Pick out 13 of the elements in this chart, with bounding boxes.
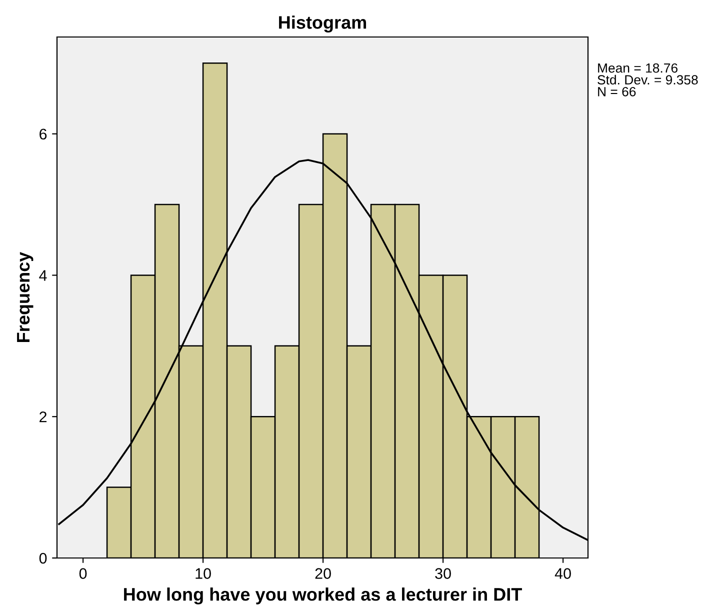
y-tick-label: 2 — [40, 411, 47, 422]
text: Mean = 18.76 Std. Dev. = 9.358 N = 66 — [598, 63, 698, 96]
x-tick-label: 40 — [554, 568, 571, 579]
y-axis-title: Frequency — [17, 252, 34, 342]
x-tick-label: 10 — [196, 568, 211, 579]
chart-title: Histogram — [279, 16, 366, 32]
x-tick-label: 30 — [435, 568, 451, 579]
x-tick-label: 20 — [315, 568, 331, 579]
y-tick-label: 0 — [39, 552, 47, 564]
y-tick-label: 6 — [40, 128, 47, 140]
x-axis-title: How long have you worked as a lecturer in DIT — [124, 588, 522, 604]
y-tick-label: 4 — [39, 270, 47, 281]
x-tick-label: 0 — [79, 568, 87, 579]
